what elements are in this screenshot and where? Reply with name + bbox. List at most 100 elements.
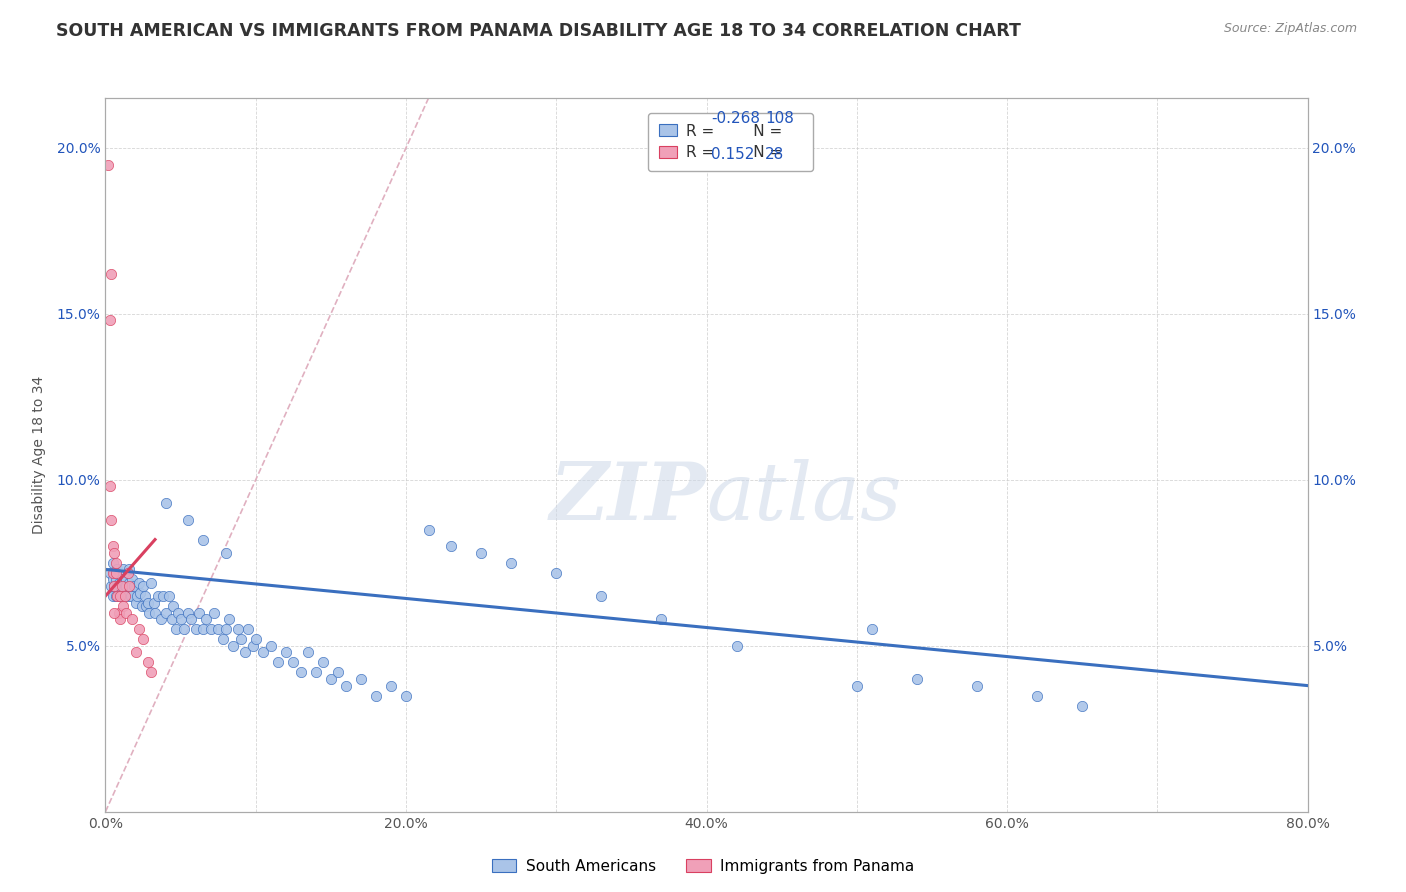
- Point: [380, 679, 402, 693]
- Point: [111, 573, 134, 587]
- Point: [110, 589, 132, 603]
- Point: [283, 656, 305, 670]
- Point: [222, 639, 245, 653]
- Text: -0.268: -0.268: [711, 112, 759, 127]
- Point: [160, 612, 183, 626]
- Point: [177, 606, 200, 620]
- Point: [202, 606, 225, 620]
- Point: [546, 566, 568, 580]
- Point: [142, 596, 165, 610]
- Text: Source: ZipAtlas.com: Source: ZipAtlas.com: [1223, 22, 1357, 36]
- Point: [169, 612, 191, 626]
- Point: [107, 579, 129, 593]
- Point: [108, 575, 131, 590]
- Point: [112, 562, 135, 576]
- Point: [395, 689, 418, 703]
- Point: [98, 313, 121, 327]
- Point: [98, 566, 121, 580]
- Point: [860, 622, 883, 636]
- Point: [211, 632, 233, 647]
- Point: [118, 575, 141, 590]
- Point: [470, 546, 492, 560]
- Point: [114, 589, 136, 603]
- Point: [229, 632, 252, 647]
- Point: [128, 622, 150, 636]
- Point: [103, 546, 125, 560]
- Point: [136, 596, 159, 610]
- Point: [128, 575, 150, 590]
- Point: [110, 566, 132, 580]
- Text: atlas: atlas: [707, 459, 901, 536]
- Point: [100, 579, 122, 593]
- Point: [252, 645, 274, 659]
- Point: [112, 579, 135, 593]
- Point: [132, 632, 155, 647]
- Point: [124, 645, 146, 659]
- Point: [111, 579, 134, 593]
- Point: [121, 612, 143, 626]
- Point: [155, 496, 177, 510]
- Point: [905, 672, 928, 686]
- Point: [195, 612, 218, 626]
- Point: [103, 579, 125, 593]
- Point: [134, 589, 156, 603]
- Point: [101, 556, 124, 570]
- Point: [267, 656, 290, 670]
- Point: [97, 157, 120, 171]
- Point: [242, 639, 264, 653]
- Point: [162, 599, 184, 613]
- Point: [112, 599, 135, 613]
- Point: [218, 612, 240, 626]
- Point: [139, 575, 162, 590]
- Point: [120, 579, 142, 593]
- Point: [260, 639, 283, 653]
- Point: [100, 267, 122, 281]
- Point: [501, 556, 523, 570]
- Point: [191, 533, 214, 547]
- Point: [114, 579, 136, 593]
- Text: 0.152: 0.152: [711, 147, 754, 162]
- Point: [173, 622, 195, 636]
- Point: [136, 656, 159, 670]
- Point: [226, 622, 249, 636]
- Point: [103, 566, 125, 580]
- Point: [180, 612, 202, 626]
- Legend: R =        N =    , R =        N =   : R = N = , R = N =: [648, 113, 813, 171]
- Point: [152, 589, 174, 603]
- Point: [115, 579, 138, 593]
- Point: [725, 639, 748, 653]
- Point: [143, 606, 166, 620]
- Point: [104, 573, 127, 587]
- Point: [418, 523, 440, 537]
- Point: [135, 599, 157, 613]
- Point: [98, 479, 121, 493]
- Point: [108, 606, 131, 620]
- Point: [165, 622, 187, 636]
- Y-axis label: Disability Age 18 to 34: Disability Age 18 to 34: [31, 376, 45, 534]
- Point: [591, 589, 613, 603]
- Point: [157, 589, 180, 603]
- Point: [104, 566, 127, 580]
- Point: [155, 606, 177, 620]
- Point: [150, 612, 173, 626]
- Point: [200, 622, 222, 636]
- Point: [297, 645, 319, 659]
- Point: [233, 645, 256, 659]
- Point: [101, 539, 124, 553]
- Point: [328, 665, 350, 680]
- Point: [122, 579, 145, 593]
- Point: [245, 632, 267, 647]
- Point: [101, 589, 124, 603]
- Point: [214, 546, 236, 560]
- Point: [966, 679, 988, 693]
- Point: [114, 589, 136, 603]
- Point: [650, 612, 672, 626]
- Point: [104, 589, 127, 603]
- Point: [100, 513, 122, 527]
- Point: [187, 606, 209, 620]
- Point: [214, 622, 236, 636]
- Point: [364, 689, 387, 703]
- Point: [166, 606, 188, 620]
- Point: [103, 606, 125, 620]
- Point: [184, 622, 207, 636]
